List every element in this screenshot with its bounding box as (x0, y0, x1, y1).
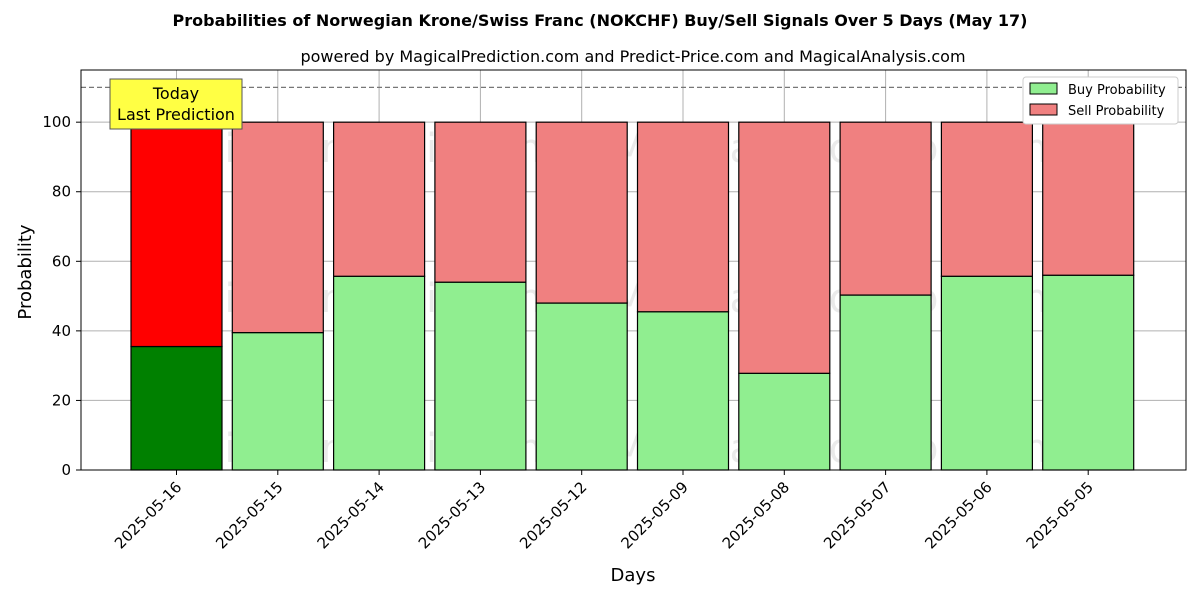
legend-swatch-buy (1029, 82, 1058, 95)
sell-bar (434, 121, 527, 283)
x-tick-label: 2025-05-12 (516, 478, 590, 552)
sell-bar (333, 121, 426, 277)
sell-bar (130, 121, 223, 348)
annotation-box (109, 78, 243, 130)
legend-label-sell: Sell Probability (1068, 104, 1165, 119)
x-tick-label: 2025-05-09 (617, 478, 691, 552)
legend-label-buy: Buy Probability (1068, 83, 1166, 98)
y-tick-label: 40 (52, 322, 71, 340)
x-axis-label: Days (611, 565, 656, 586)
x-tick-label: 2025-05-14 (314, 478, 388, 552)
y-tick-label: 60 (52, 252, 71, 270)
y-tick-labels: 0 20 40 60 80 100 (42, 113, 81, 479)
axes (80, 69, 1187, 471)
sell-bar (940, 121, 1034, 277)
chart-subtitle: powered by MagicalPrediction.com and Pre… (300, 47, 965, 66)
y-tick-label: 80 (52, 183, 71, 201)
sell-bar (535, 121, 628, 304)
legend-swatch-sell (1029, 103, 1058, 116)
buy-bar (535, 302, 628, 471)
sell-bar (839, 121, 932, 296)
sell-bar (1042, 121, 1135, 276)
today-annotation: Today Last Prediction (109, 78, 243, 130)
buy-bar (434, 281, 527, 471)
x-tick-labels: 2025-05-16 2025-05-15 2025-05-14 2025-05-13… (111, 470, 1097, 552)
x-tick-label: 2025-05-15 (212, 478, 286, 552)
annotation-line2: Last Prediction (117, 105, 235, 124)
chart-title: Probabilities of Norwegian Krone/Swiss F… (173, 11, 1028, 30)
buy-bar (738, 372, 831, 471)
x-tick-label: 2025-05-05 (1023, 478, 1097, 552)
buy-bar (839, 294, 932, 471)
buy-bar (333, 275, 426, 471)
x-tick-label: 2025-05-13 (415, 478, 489, 552)
plot-frame (80, 69, 1187, 471)
x-tick-label: 2025-05-07 (820, 478, 894, 552)
buy-bar (940, 275, 1034, 471)
y-tick-label: 0 (61, 461, 71, 479)
sell-bar (738, 121, 831, 374)
annotation-line1: Today (152, 84, 199, 103)
y-tick-label: 20 (52, 391, 71, 409)
buy-bar (636, 311, 730, 471)
y-axis-label: Probability (15, 224, 36, 319)
x-tick-label: 2025-05-08 (719, 478, 793, 552)
buy-bar (130, 345, 223, 471)
legend-box (1022, 76, 1179, 125)
sell-bar (636, 121, 730, 313)
legend: Buy Probability Sell Probability (1022, 76, 1179, 125)
sell-bar (231, 121, 324, 334)
x-tick-label: 2025-05-06 (921, 478, 995, 552)
buy-bar (1042, 274, 1135, 471)
x-tick-label: 2025-05-16 (111, 478, 185, 552)
y-tick-label: 100 (42, 113, 71, 131)
buy-bar (231, 332, 324, 471)
bars (130, 121, 1135, 471)
